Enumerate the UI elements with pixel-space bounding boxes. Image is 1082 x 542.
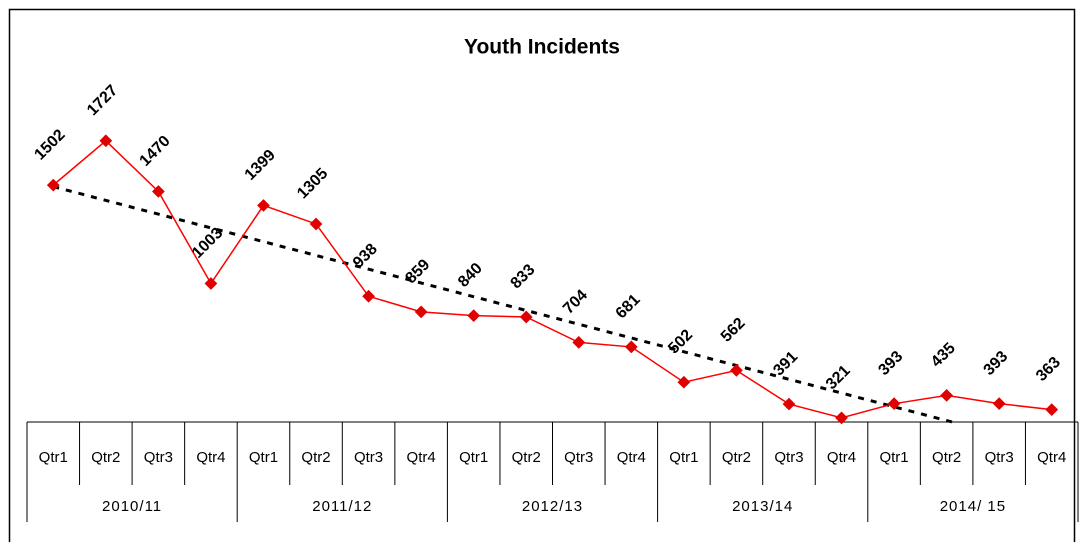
x-tick-label: Qtr1 [39,449,68,466]
x-group-label: 2013/14 [732,498,793,515]
x-tick-label: Qtr3 [564,449,593,466]
x-tick-label: Qtr4 [196,449,225,466]
chart-title: Youth Incidents [464,36,620,59]
chart-border [8,8,1076,542]
x-tick-label: Qtr2 [722,449,751,466]
x-tick-label: Qtr1 [459,449,488,466]
x-group-label: 2011/12 [312,498,372,515]
x-tick-label: Qtr2 [91,449,120,466]
x-tick-label: Qtr3 [144,449,173,466]
data-point [204,277,218,290]
data-point [46,178,60,192]
data-point [362,289,375,303]
x-tick-label: Qtr3 [774,449,803,466]
x-group-label: 2010/11 [102,498,162,515]
x-tick-label: Qtr1 [249,449,278,466]
x-tick-label: Qtr4 [827,449,856,466]
x-group-label: 2012/13 [522,498,583,515]
data-point [152,185,165,198]
x-tick-label: Qtr1 [669,449,698,466]
data-point [414,305,428,319]
x-tick-label: Qtr3 [985,449,1014,466]
x-group-label: 2014/ 15 [940,498,1006,515]
data-point [99,134,113,148]
x-tick-label: Qtr2 [512,449,541,466]
data-point [309,217,323,231]
x-tick-label: Qtr3 [354,449,383,466]
data-point [467,309,481,322]
x-tick-label: Qtr4 [1037,449,1066,466]
x-tick-label: Qtr2 [932,449,961,466]
data-point [257,199,270,212]
x-tick-label: Qtr4 [617,449,646,466]
data-line [52,139,1052,419]
x-tick-label: Qtr2 [301,449,330,466]
x-tick-label: Qtr4 [407,449,436,466]
x-tick-label: Qtr1 [879,449,908,466]
